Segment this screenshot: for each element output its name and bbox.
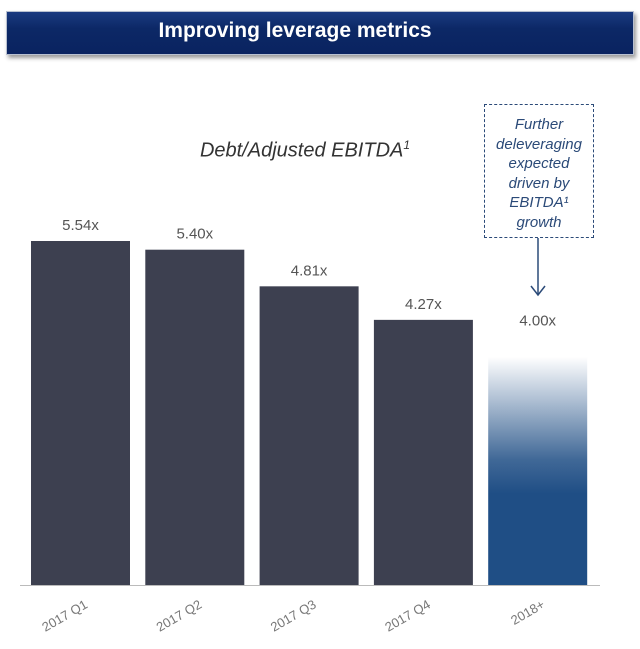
x-tick-label: 2018+ xyxy=(508,597,547,628)
data-label: 4.27x xyxy=(405,296,442,313)
chart-title: Debt/Adjusted EBITDA1 xyxy=(150,138,460,163)
data-label: 4.81x xyxy=(291,262,328,279)
x-tick-label: 2017 Q2 xyxy=(154,597,205,635)
data-label: 5.54x xyxy=(62,217,99,234)
x-tick-label: 2017 Q1 xyxy=(39,597,90,635)
header-title: Improving leverage metrics xyxy=(158,19,432,42)
annotation-line: EBITDA¹ xyxy=(509,194,569,211)
x-tick-label: 2017 Q4 xyxy=(382,597,433,635)
data-label: 4.00x xyxy=(519,313,556,330)
annotation-box: Further deleveraging expected driven by EBIT… xyxy=(484,104,594,238)
annotation-line: growth xyxy=(516,213,562,231)
annotation-line: driven by xyxy=(508,174,570,192)
header-banner: Improving leverage metrics xyxy=(6,11,634,55)
annotation-line: expected xyxy=(508,155,570,172)
bar xyxy=(259,286,359,585)
x-tick-label: 2017 Q3 xyxy=(268,597,319,635)
arrow-down-icon xyxy=(530,285,546,297)
data-label: 5.40x xyxy=(176,226,213,243)
bar xyxy=(373,319,473,585)
bar xyxy=(31,241,130,585)
annotation-line: deleveraging xyxy=(496,135,582,153)
bar xyxy=(145,249,245,585)
chart-title-footnote: 1 xyxy=(403,138,411,152)
annotation-line: Further xyxy=(514,116,564,133)
bar xyxy=(488,356,588,585)
chart-title-text: Debt/Adjusted EBITDA xyxy=(199,139,404,162)
